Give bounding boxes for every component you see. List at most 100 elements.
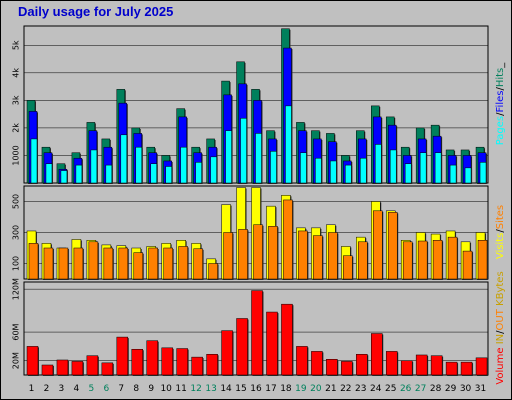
bar-pages	[240, 118, 247, 184]
bar-pages	[434, 152, 442, 184]
x-tick-label: 16	[250, 384, 262, 394]
bar-volume	[430, 355, 443, 376]
bar-volume	[371, 333, 383, 376]
bar-volume	[26, 346, 39, 376]
bar-sites	[118, 247, 129, 280]
bar-volume	[266, 311, 278, 376]
bar-pages	[479, 162, 487, 184]
bar-volume	[475, 357, 488, 376]
legend-part: Hits	[495, 68, 506, 87]
x-tick-label: 19	[295, 384, 307, 394]
bar-sites	[402, 241, 413, 280]
bar-volume	[101, 362, 114, 376]
bar-pages	[404, 163, 412, 184]
bar-sites	[238, 229, 248, 280]
bar-sites	[253, 224, 263, 280]
bar-pages	[135, 146, 143, 184]
x-tick-label: 6	[103, 384, 109, 394]
x-tick-label: 23	[355, 384, 366, 394]
legend-part: IN	[495, 334, 506, 344]
y-tick-label: 1000	[12, 145, 21, 165]
bar-pages	[90, 149, 98, 184]
bar-sites	[313, 235, 323, 280]
bar-volume	[41, 364, 54, 376]
x-tick-label: 7	[118, 384, 124, 394]
bar-sites	[298, 230, 308, 280]
legend-part: Pages	[495, 116, 506, 145]
bar-pages	[30, 138, 38, 184]
bar-volume	[206, 354, 218, 376]
bar-volume	[326, 359, 338, 376]
bar-sites	[477, 240, 488, 280]
x-tick-label: 14	[220, 384, 232, 394]
x-tick-label: 8	[133, 384, 139, 394]
bar-sites	[373, 210, 383, 280]
x-tick-label: 29	[445, 384, 457, 394]
bar-sites	[73, 247, 84, 280]
bar-sites	[148, 247, 158, 280]
bar-pages	[389, 149, 397, 184]
bar-sites	[223, 232, 233, 280]
y-tick-label: 2k	[12, 123, 21, 133]
bar-volume	[86, 355, 99, 376]
bar-sites	[343, 255, 353, 280]
legend-label: Visits/Sites	[495, 205, 506, 259]
x-tick-label: 30	[460, 384, 472, 394]
bar-volume	[146, 340, 158, 376]
bar-pages	[300, 152, 307, 184]
bar-pages	[285, 105, 292, 184]
bar-volume	[341, 361, 353, 376]
bar-volume	[56, 359, 69, 376]
bar-pages	[210, 156, 217, 184]
legend-part: /	[495, 330, 506, 334]
bar-pages	[165, 166, 172, 184]
x-tick-label: 11	[175, 384, 186, 394]
bar-pages	[180, 146, 187, 184]
bar-pages	[419, 152, 427, 184]
y-tick-label: 300	[12, 225, 21, 240]
x-tick-label: 22	[340, 384, 351, 394]
x-tick-label: 2	[44, 384, 50, 394]
bar-pages	[195, 162, 202, 184]
legend-part: Files	[495, 91, 506, 113]
bar-volume	[131, 348, 144, 376]
y-tick-label: 60M	[12, 323, 21, 340]
bar-volume	[176, 348, 188, 376]
x-tick-label: 27	[415, 384, 426, 394]
legend-part: Sites	[495, 205, 506, 229]
bar-pages	[375, 144, 382, 184]
y-tick-label: 4k	[12, 68, 21, 78]
bar-pages	[120, 134, 128, 184]
bar-volume	[460, 361, 473, 376]
legend-part: Visits	[495, 233, 506, 260]
x-tick-label: 20	[310, 384, 322, 394]
x-tick-label: 9	[148, 384, 154, 394]
bar-volume	[191, 356, 203, 376]
bar-pages	[345, 164, 352, 184]
x-tick-label: 28	[430, 384, 442, 394]
legend-part: Volume	[495, 347, 506, 384]
bar-sites	[432, 240, 443, 280]
bar-sites	[208, 263, 218, 280]
bar-sites	[447, 236, 458, 280]
bar-pages	[45, 163, 53, 184]
y-tick-label: 5k	[12, 40, 21, 50]
legend-label: Pages/Files/Hits_	[495, 62, 506, 146]
bar-pages	[315, 157, 322, 184]
x-tick-label: 3	[59, 384, 65, 394]
bar-volume	[296, 346, 308, 376]
bar-sites	[103, 247, 114, 280]
bar-pages	[60, 170, 68, 184]
bar-sites	[163, 247, 173, 280]
bar-pages	[464, 167, 472, 184]
bar-pages	[360, 157, 367, 184]
y-tick-label: 3k	[12, 95, 21, 105]
x-tick-label: 26	[400, 384, 412, 394]
bar-sites	[28, 243, 39, 280]
page-title: Daily usage for July 2025	[18, 4, 174, 19]
bar-sites	[387, 212, 398, 280]
bar-volume	[71, 361, 84, 376]
bar-sites	[193, 248, 203, 280]
x-tick-label: 10	[160, 384, 172, 394]
bar-pages	[449, 164, 457, 184]
